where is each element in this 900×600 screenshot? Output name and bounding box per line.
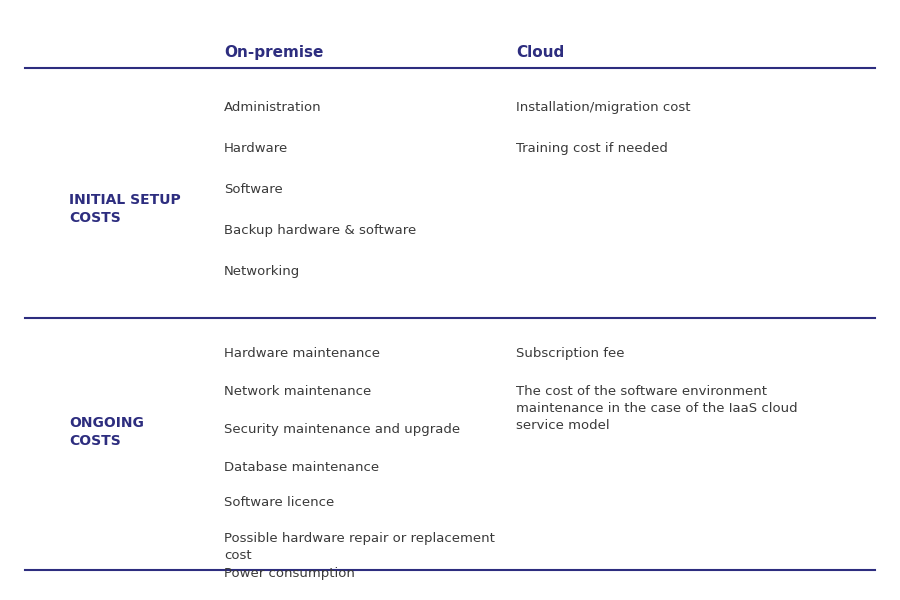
Text: The cost of the software environment
maintenance in the case of the IaaS cloud
s: The cost of the software environment mai… xyxy=(517,385,798,432)
Text: Hardware maintenance: Hardware maintenance xyxy=(224,347,380,360)
Text: Power consumption: Power consumption xyxy=(224,566,355,580)
Text: Possible hardware repair or replacement
cost: Possible hardware repair or replacement … xyxy=(224,532,495,562)
Text: Cloud: Cloud xyxy=(517,45,564,60)
Text: Security maintenance and upgrade: Security maintenance and upgrade xyxy=(224,423,460,436)
Text: Subscription fee: Subscription fee xyxy=(517,347,625,360)
Text: INITIAL SETUP
COSTS: INITIAL SETUP COSTS xyxy=(69,193,181,226)
Text: Hardware: Hardware xyxy=(224,142,288,155)
Text: Software: Software xyxy=(224,183,283,196)
Text: Training cost if needed: Training cost if needed xyxy=(517,142,669,155)
Text: Network maintenance: Network maintenance xyxy=(224,385,372,398)
Text: Database maintenance: Database maintenance xyxy=(224,461,379,474)
Text: Networking: Networking xyxy=(224,265,301,278)
Text: ONGOING
COSTS: ONGOING COSTS xyxy=(69,416,144,448)
Text: Backup hardware & software: Backup hardware & software xyxy=(224,224,417,237)
Text: Installation/migration cost: Installation/migration cost xyxy=(517,101,691,114)
Text: Software licence: Software licence xyxy=(224,496,334,509)
Text: On-premise: On-premise xyxy=(224,45,323,60)
Text: Administration: Administration xyxy=(224,101,321,114)
